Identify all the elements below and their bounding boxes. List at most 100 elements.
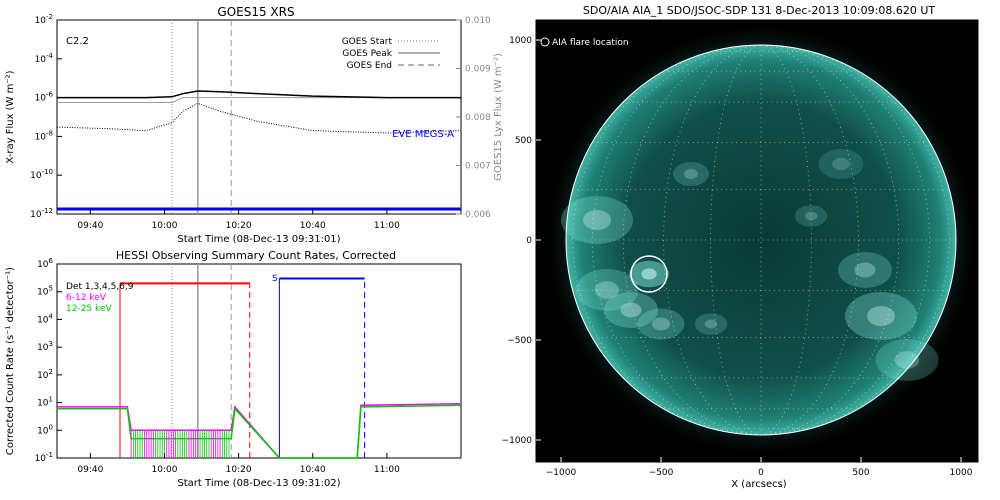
goes-left-tick-exponent: -2 (46, 13, 53, 21)
aia-y-tick-label: 0 (526, 236, 532, 246)
goes-left-tick-exponent: -4 (46, 52, 54, 60)
aia-active-region-core (641, 268, 657, 280)
aia-y-tick-label: −1000 (502, 436, 533, 446)
aia-x-tick-label: −500 (649, 468, 674, 478)
hessi-plot-frame (56, 263, 462, 459)
goes-legend-label: GOES Peak (342, 49, 392, 59)
aia-x-tick-label: 500 (852, 468, 869, 478)
aia-active-region (575, 269, 639, 311)
goes-left-tick-label: 10-2 (35, 13, 53, 26)
aia-limb-circle (565, 44, 957, 436)
goes-right-tick-label: 0.010 (465, 16, 491, 26)
aia-active-region-core (684, 169, 698, 179)
aia-y-tick-label: 1000 (509, 36, 532, 46)
goes-long-channel-series (57, 90, 461, 99)
hessi-marks (57, 264, 462, 459)
hessi-xlabel: Start Time (08-Dec-13 09:31:02) (177, 478, 340, 489)
aia-active-region-core (620, 302, 642, 318)
aia-active-region (604, 292, 658, 328)
aia-title: SDO/AIA AIA_1 SDO/JSOC-SDP 131 8-Dec-201… (583, 4, 935, 17)
aia-active-region (794, 205, 828, 227)
aia-image (542, 21, 978, 459)
goes-lyx-series (57, 97, 461, 103)
goes-xlabel: Start Time (08-Dec-13 09:31:01) (177, 234, 340, 245)
aia-active-region (673, 162, 709, 186)
goes-eve-label: EVE MEGS-A (392, 129, 454, 140)
goes-x-tick-label: 09:40 (77, 221, 103, 231)
aia-y-tick-label: −500 (507, 336, 532, 346)
hessi-panel: HESSI Observing Summary Count Rates, Cor… (5, 249, 462, 489)
goes-left-tick-exponent: -10 (42, 168, 53, 176)
aia-active-region (561, 196, 633, 244)
aia-active-region-core (832, 157, 850, 171)
hessi-title: HESSI Observing Summary Count Rates, Cor… (116, 249, 396, 262)
hessi-legend-label: 6-12 keV (66, 293, 107, 303)
hessi-x-tick-label: 11:00 (374, 465, 400, 475)
goes-marks (56, 20, 462, 214)
goes-legend-label: GOES Start (342, 37, 393, 47)
hessi-left-tick-exponent: 1 (49, 396, 53, 404)
hessi-left-tick-exponent: 4 (49, 312, 54, 320)
aia-active-region-core (704, 319, 718, 329)
hessi-left-tick-label: 103 (37, 340, 53, 353)
goes-plot-frame (56, 19, 462, 215)
hessi-series-low (57, 403, 462, 459)
aia-x-tick-label: −1000 (546, 468, 577, 478)
hessi-left-tick-exponent: 6 (49, 257, 54, 265)
aia-flare-location-circle (630, 255, 668, 293)
hessi-left-tick-exponent: 3 (49, 340, 53, 348)
aia-solar-disk (566, 45, 956, 435)
aia-active-region (838, 252, 892, 288)
goes-left-tick-exponent: -6 (46, 91, 54, 99)
hessi-left-tick-label: 10-1 (35, 451, 53, 464)
aia-panel: SDO/AIA AIA_1 SDO/JSOC-SDP 131 8-Dec-201… (502, 4, 979, 490)
goes-right-tick-label: 0.007 (465, 162, 491, 172)
hessi-x-tick-label: 10:20 (226, 465, 252, 475)
hessi-ylabel: Corrected Count Rate (s⁻¹ detector⁻¹) (5, 267, 16, 455)
aia-active-region (637, 308, 685, 340)
aia-lat-lon-grid (566, 44, 956, 436)
hessi-left-tick-exponent: 0 (49, 423, 53, 431)
aia-frame (535, 19, 979, 463)
aia-longitude-line (622, 44, 762, 436)
hessi-x-tick-label: 10:40 (300, 465, 326, 475)
goes-x-tick-label: 10:40 (300, 221, 326, 231)
aia-active-region-core (854, 262, 876, 278)
aia-x-axis: −1000 −500 0 500 1000 (546, 457, 973, 478)
hessi-left-tick-label: 102 (37, 368, 53, 381)
hessi-x-tick-label: 10:00 (152, 465, 178, 475)
hessi-left-tick-label: 101 (37, 396, 53, 409)
aia-legend-circle (540, 37, 550, 47)
hessi-saa-marker: S (272, 274, 278, 284)
goes-ylabel-right: GOES15 Lyx Flux (W m⁻²) (493, 53, 504, 181)
aia-y-tick-label: 500 (515, 136, 532, 146)
hessi-x-tick-label: 09:40 (77, 465, 103, 475)
aia-active-region-core (583, 210, 611, 230)
hessi-series-high (57, 404, 462, 459)
goes-legend-label: GOES End (347, 61, 392, 71)
goes-left-tick-exponent: -8 (46, 129, 53, 137)
aia-active-region-core (651, 317, 671, 331)
goes-x-tick-label: 10:00 (152, 221, 178, 231)
goes-title: GOES15 XRS (217, 5, 294, 19)
goes-panel: GOES15 XRS C2.2 EVE MEGS-A GOES StartGOE… (5, 5, 504, 245)
goes-right-tick-label: 0.009 (465, 65, 491, 75)
hessi-left-tick-exponent: -1 (46, 451, 53, 459)
hessi-left-tick-label: 104 (37, 312, 53, 325)
hessi-x-axis: 09:40 10:00 10:20 10:40 11:00 (77, 453, 400, 475)
goes-left-tick-exponent: -12 (42, 207, 53, 215)
aia-bright-features (561, 149, 939, 381)
aia-active-region-core (867, 306, 895, 326)
goes-legend: GOES Start GOES Peak GOES End (342, 37, 440, 71)
aia-legend-label: AIA flare location (552, 38, 629, 48)
goes-ylabel-left: X-ray Flux (W m⁻²) (5, 70, 16, 163)
goes-left-tick-label: 10-10 (30, 168, 53, 181)
goes-flare-class: C2.2 (66, 36, 89, 47)
goes-x-tick-label: 10:20 (226, 221, 252, 231)
goes-right-tick-label: 0.008 (465, 113, 491, 123)
aia-active-region (845, 292, 917, 340)
goes-left-tick-label: 10-6 (35, 91, 54, 104)
hessi-left-tick-label: 106 (37, 257, 53, 270)
aia-active-region-core (594, 281, 620, 299)
